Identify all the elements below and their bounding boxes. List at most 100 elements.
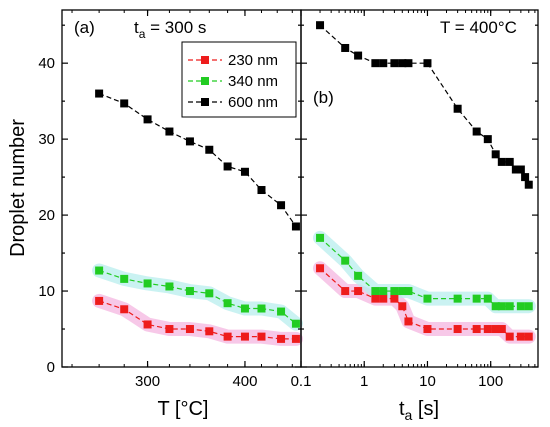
y-axis-label: Droplet number [7,119,29,257]
panel-1-series-340-nm-point-7 [404,287,413,296]
panel-0-series-600-nm-point-1 [120,99,129,108]
panel-0-series-230-nm-point-7 [240,332,249,341]
panel-1-series-230-nm-point-2 [354,287,363,296]
panel-1-series-340-nm-point-14 [505,302,514,311]
panel-0-series-340-nm-point-2 [143,279,152,288]
panel-1-series-230-nm-point-8 [423,325,432,334]
panel-1-series-600-nm-point-11 [483,135,492,144]
panel-1-series-340-nm-point-5 [390,287,399,296]
panel-b-label: (b) [313,88,334,107]
panel-a-annotation-subscript: a [139,27,146,41]
panel-0-series-600-nm-point-8 [257,186,266,195]
panel-a-annotation-suffix: = 300 s [145,18,206,37]
y-tick-label-2: 20 [38,207,55,224]
panel-1-series-600-nm-point-7 [404,59,413,68]
panel-1-series-230-nm-point-11 [483,325,492,334]
panel-1-series-600-nm-point-17 [521,173,530,182]
panel-1-series-600-nm-point-12 [491,150,500,159]
panel-1-series-340-nm-point-2 [354,271,363,280]
panel-1-x-tick-label-1: 1 [360,373,368,390]
panel-0-series-230-nm-point-5 [205,327,214,336]
panel-a-x-axis-label: T [°C] [158,398,209,420]
panel-0-series-230-nm-point-2 [143,320,152,329]
panel-b-frame [300,9,539,368]
panel-1-series-600-nm-line [319,24,530,185]
panel-0-series-230-nm-point-10 [291,334,300,343]
panel-0-series-340-nm-point-10 [291,319,300,328]
panel-1-series-340-nm-point-0 [316,233,325,242]
panel-1-series-600-nm-point-4 [379,59,388,68]
panel-1-series-230-nm-point-15 [516,332,525,341]
panel-1-series-600-nm-point-18 [524,180,533,189]
panel-0-x-tick-label-1: 400 [232,373,257,390]
panel-0-series-340-nm-point-9 [277,307,286,316]
panel-1-series-340-nm-point-11 [483,294,492,303]
panel-1-series-230-nm-point-12 [491,325,500,334]
legend-label-0: 230 nm [228,52,278,69]
panel-1-series-340-nm-point-6 [398,287,407,296]
panel-1-series-230-nm-point-16 [524,332,533,341]
panel-1-series-600-nm-point-13 [497,157,506,166]
panel-0-series-340-nm-point-1 [120,274,129,283]
panel-1-series-600-nm-point-8 [423,59,432,68]
panel-0-series-600-nm-point-6 [223,162,232,171]
panel-0-series-600-nm-point-2 [143,115,152,124]
panel-1-series-230-nm-point-10 [472,325,481,334]
panel-b-x-axis-label-subscript: a [405,407,413,423]
panel-1-series-340-nm-point-15 [516,302,525,311]
panel-1-series-340-nm-point-13 [497,302,506,311]
y-tick-label-4: 40 [38,55,55,72]
panel-1-x-tick-label-2: 10 [419,373,436,390]
panel-1-series-230-nm-point-4 [379,294,388,303]
panel-1-series-600-nm-point-0 [316,21,325,30]
legend-marker-0 [201,56,209,64]
panel-1-series-230-nm-point-14 [505,332,514,341]
panel-1-series-600-nm-point-15 [511,165,520,174]
panel-1-series-340-nm-point-9 [453,294,462,303]
panel-1-series-230-nm-point-0 [316,264,325,273]
panel-0-series-340-nm-point-7 [240,304,249,313]
panel-1-series-600-nm-point-1 [341,43,350,52]
panel-1-series-340-nm-point-8 [423,294,432,303]
panel-0-series-230-nm-point-4 [185,325,194,334]
panel-1-series-230-nm-point-5 [390,294,399,303]
panel-1-series-230-nm-point-7 [404,317,413,326]
panel-0-series-230-nm-point-9 [277,334,286,343]
y-tick-label-0: 0 [47,359,55,376]
panel-1-series-340-nm-point-3 [371,287,380,296]
panel-b-x-axis-label-suffix: [s] [412,398,439,420]
panel-0-series-600-nm-point-7 [240,167,249,176]
panel-1-series-230-nm-point-6 [398,302,407,311]
panel-1-x-tick-label-0: 0.1 [291,373,312,390]
y-tick-label-3: 30 [38,131,55,148]
panel-1-series-230-nm-point-3 [371,294,380,303]
panel-1-series-230-nm-point-9 [453,325,462,334]
panel-0-x-tick-label-0: 300 [135,373,160,390]
panel-1-x-tick-label-3: 100 [478,373,503,390]
panel-1-series-600-nm-point-5 [390,59,399,68]
panel-0-series-600-nm-point-5 [205,145,214,154]
panel-1-series-600-nm-point-14 [505,157,514,166]
legend-marker-2 [201,98,209,106]
panel-0-series-600-nm-point-3 [165,127,174,136]
panel-0-series-230-nm-point-0 [95,296,104,305]
panel-0-series-340-nm-point-5 [205,289,214,298]
panel-1-series-600-nm-point-16 [516,165,525,174]
panel-1-series-230-nm-point-13 [497,325,506,334]
panel-0-series-340-nm-point-0 [95,266,104,275]
panel-1-series-340-nm-point-12 [491,302,500,311]
panel-0-series-340-nm-point-6 [223,299,232,308]
panel-1-series-340-nm-point-10 [472,294,481,303]
panel-0-series-340-nm-point-8 [257,304,266,313]
y-tick-label-1: 10 [38,283,55,300]
panel-a-label: (a) [74,18,95,37]
panel-1-series-340-nm-point-16 [524,302,533,311]
panel-0-series-340-nm-point-4 [185,287,194,296]
panel-a-annotation: ta = 300 s [134,18,206,41]
panel-0-series-600-nm-point-10 [291,222,300,231]
panel-1-series-600-nm-point-9 [453,104,462,113]
panel-0-series-340-nm-point-3 [165,282,174,291]
panel-1-series-600-nm-point-10 [472,127,481,136]
legend-label-1: 340 nm [228,73,278,90]
legend-label-2: 600 nm [228,94,278,111]
